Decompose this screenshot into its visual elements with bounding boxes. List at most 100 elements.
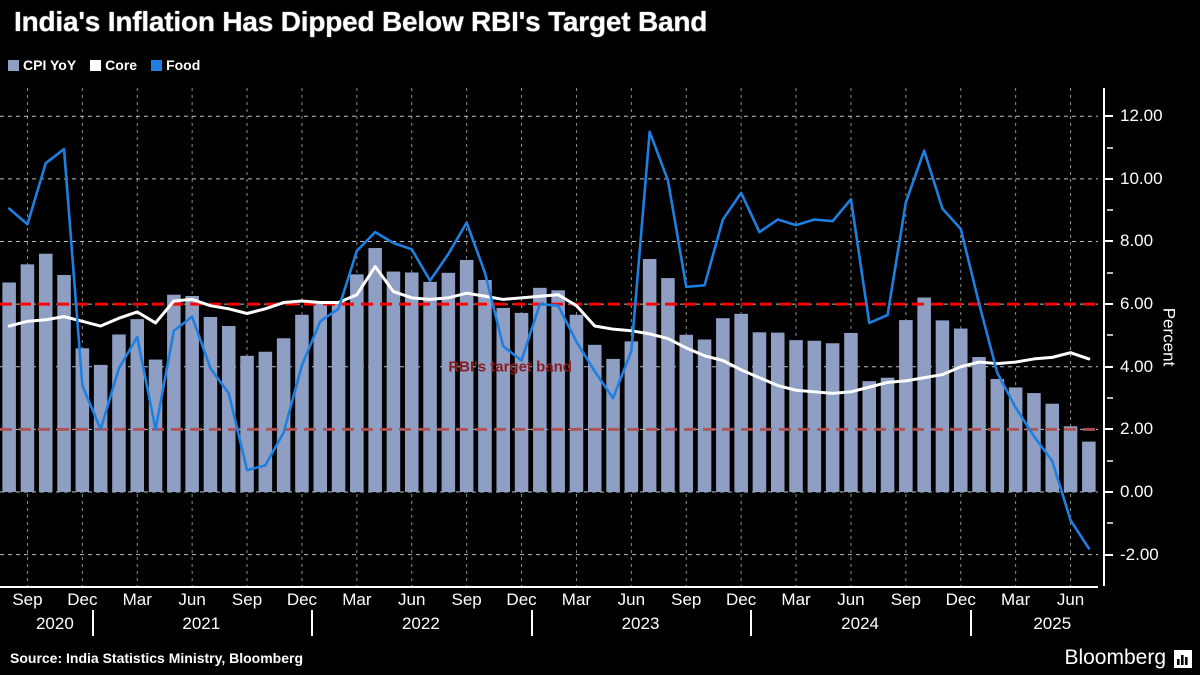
bar xyxy=(661,278,675,493)
bar xyxy=(441,272,456,493)
bar xyxy=(1008,387,1023,493)
bar xyxy=(935,320,950,493)
y-tick-mark xyxy=(1104,491,1113,494)
bar xyxy=(899,320,913,493)
x-year-label: 2025 xyxy=(1033,614,1072,633)
bar xyxy=(642,259,657,493)
chart-canvas: RBI's target band xyxy=(0,88,1098,586)
y-tick-label: 8.00 xyxy=(1120,231,1154,251)
y-tick-minor xyxy=(1107,459,1113,462)
y-tick-minor xyxy=(1107,209,1113,212)
bar xyxy=(807,340,822,493)
x-tick-label: Sep xyxy=(451,590,482,609)
x-axis: Sep Dec Mar Jun Sep Dec Mar Jun Sep Dec Mar Jun Sep D… xyxy=(0,586,1200,646)
bar xyxy=(368,248,382,493)
y-tick-minor xyxy=(1107,271,1113,274)
bar xyxy=(844,332,858,493)
x-year-separator xyxy=(969,610,972,636)
bar xyxy=(185,295,199,493)
y-tick-mark xyxy=(1104,240,1113,243)
bar xyxy=(789,340,803,493)
y-tick-minor xyxy=(1107,397,1113,400)
x-tick-label: Mar xyxy=(342,590,372,609)
bar xyxy=(734,313,748,493)
x-tick-label: Sep xyxy=(231,590,263,609)
y-tick-mark xyxy=(1104,365,1113,368)
bar xyxy=(679,334,694,493)
bar xyxy=(423,281,437,493)
x-axis-line xyxy=(0,586,1098,588)
bar xyxy=(386,271,401,493)
bar xyxy=(1027,393,1041,493)
x-tick-label: Mar xyxy=(1001,590,1031,609)
y-tick-minor xyxy=(1107,146,1113,149)
legend-swatch-core xyxy=(90,59,102,71)
bar xyxy=(130,319,145,493)
x-tick-label: Dec xyxy=(67,590,98,609)
series-line xyxy=(7,265,1091,395)
x-tick-label: Jun xyxy=(617,590,646,609)
x-tick-label: Sep xyxy=(671,590,702,609)
bar xyxy=(917,297,931,493)
x-tick-label: Dec xyxy=(945,590,976,609)
bar xyxy=(990,378,1005,493)
bar xyxy=(75,348,90,493)
bar xyxy=(697,339,712,493)
y-tick-mark xyxy=(1104,428,1113,431)
x-year-label: 2020 xyxy=(35,614,74,633)
bar xyxy=(478,279,492,493)
bar xyxy=(276,338,291,493)
x-year-label: 2023 xyxy=(621,614,660,633)
x-tick-label: Mar xyxy=(781,590,811,609)
y-tick-mark xyxy=(1104,115,1113,118)
bar xyxy=(350,274,364,493)
y-tick-label: 2.00 xyxy=(1120,419,1154,439)
source-note: Source: India Statistics Ministry, Bloom… xyxy=(10,650,304,666)
legend-item-cpi: CPI YoY xyxy=(8,58,76,72)
bar xyxy=(404,272,419,493)
x-year-label: 2024 xyxy=(841,614,880,633)
y-tick-minor xyxy=(1107,334,1113,337)
bar xyxy=(2,282,16,493)
y-tick-mark xyxy=(1104,177,1113,180)
y-axis: Percent -2.00 0.00 2.00 4.00 6.00 8.00 10.00 12… xyxy=(1098,88,1200,586)
y-tick-label: 6.00 xyxy=(1120,294,1154,314)
bar xyxy=(20,264,35,493)
y-tick-label: 10.00 xyxy=(1120,168,1163,188)
y-tick-label: 0.00 xyxy=(1120,482,1154,502)
y-axis-title: Percent xyxy=(1159,307,1179,367)
x-tick-label: Sep xyxy=(890,590,921,609)
bar xyxy=(972,357,986,493)
x-tick-label: Sep xyxy=(12,590,43,609)
chart-legend: CPI YoY Core Food xyxy=(8,58,200,72)
x-tick-label: Jun xyxy=(837,590,865,609)
y-tick-mark xyxy=(1104,303,1113,306)
legend-label-food: Food xyxy=(166,57,201,73)
bar xyxy=(752,332,767,493)
x-tick-label: Mar xyxy=(122,590,152,609)
x-year-separator xyxy=(750,610,753,636)
x-tick-label: Dec xyxy=(506,590,537,609)
x-year-separator xyxy=(91,610,94,636)
plot-area: RBI's target band xyxy=(0,88,1098,586)
bar xyxy=(716,318,730,493)
page-title: India's Inflation Has Dipped Below RBI's… xyxy=(14,6,708,37)
x-tick-label: Dec xyxy=(726,590,757,609)
bar xyxy=(1063,426,1078,493)
y-axis-line xyxy=(1103,88,1105,586)
legend-item-core: Core xyxy=(90,58,137,72)
y-tick-mark xyxy=(1104,553,1113,556)
bar xyxy=(551,290,565,493)
x-tick-label: Jun xyxy=(178,590,206,609)
bar xyxy=(825,343,840,493)
bar xyxy=(953,328,968,493)
bar xyxy=(203,316,218,493)
bar xyxy=(57,274,71,493)
bar xyxy=(112,334,126,493)
bar xyxy=(295,314,309,493)
bar xyxy=(38,253,53,493)
bar xyxy=(459,259,474,493)
bar xyxy=(624,341,639,493)
bar xyxy=(514,312,529,493)
